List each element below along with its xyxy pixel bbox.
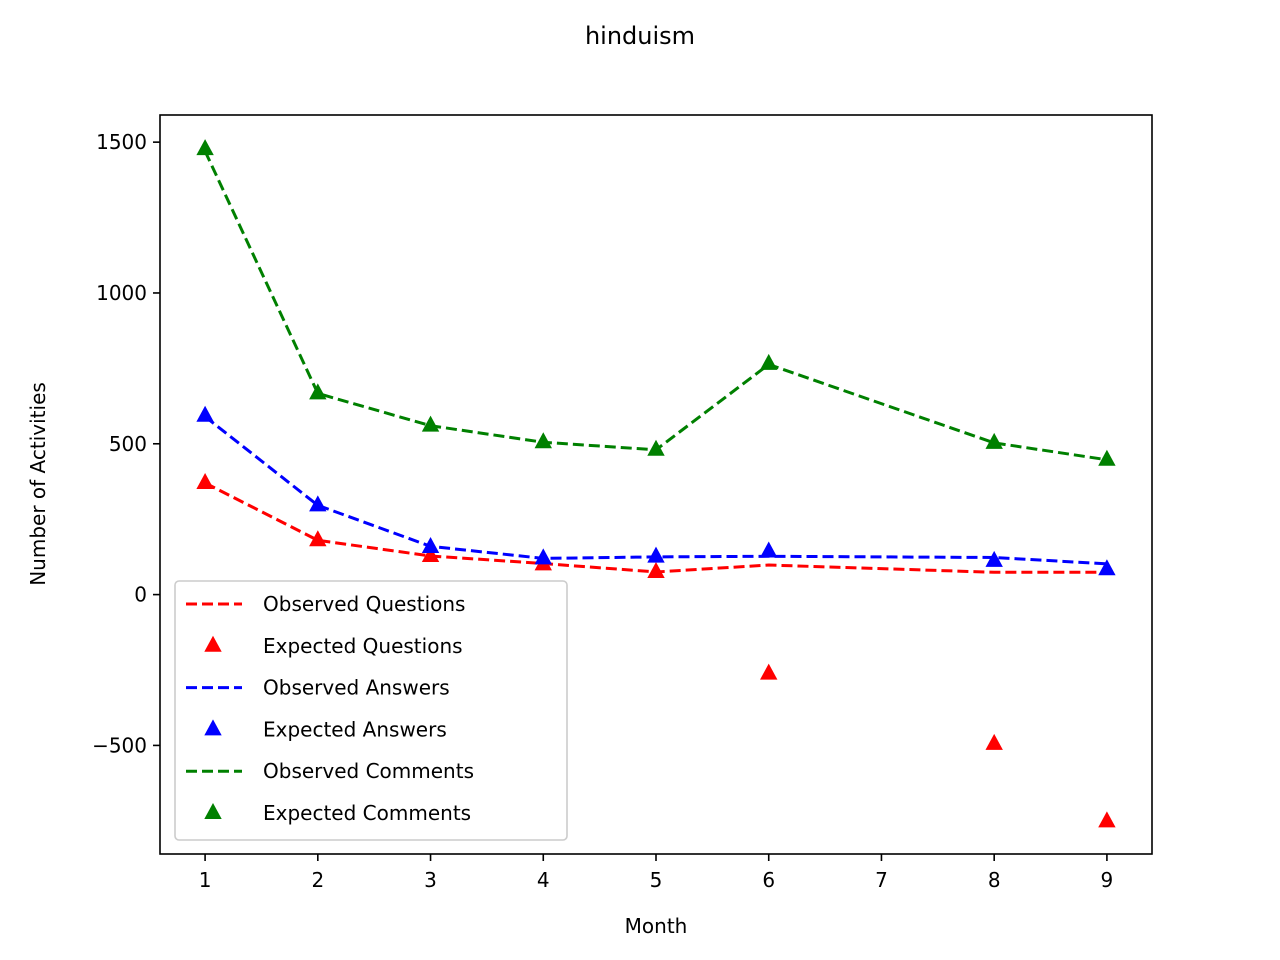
y-axis: −500 0 500 1000 1500 [92,130,160,757]
legend-label: Expected Comments [263,801,471,825]
legend-marker-swatch [204,719,222,736]
x-axis-label: Month [625,914,688,938]
data-point-expected-comments [309,383,327,400]
legend-marker-swatch [204,635,222,652]
series-line-observed-comments [203,150,1108,462]
legend-label: Observed Comments [263,759,474,783]
data-point-expected-comments [985,432,1003,449]
data-point-expected-comments [421,415,440,432]
y-tick-label: 0 [134,583,147,607]
x-tick-label: 4 [537,868,550,892]
y-axis-label: Number of Activities [26,382,50,586]
data-point-expected-answers [421,536,440,553]
data-point-expected-questions [985,733,1003,750]
data-point-expected-questions [647,561,665,578]
y-tick-label: −500 [92,733,147,757]
data-point-expected-comments [1098,449,1116,466]
y-tick-label: 1500 [96,130,147,154]
x-tick-label: 7 [875,868,888,892]
legend: Observed Questions Expected Questions Obse… [174,580,568,841]
legend-label: Observed Answers [263,676,450,700]
data-point-expected-questions [309,530,327,547]
data-point-expected-answers [647,546,665,563]
data-point-expected-answers [1098,559,1116,576]
y-tick-label: 1000 [96,281,147,305]
x-tick-label: 8 [988,868,1001,892]
x-tick-label: 9 [1101,868,1114,892]
data-point-expected-comments [196,139,214,156]
y-tick-label: 500 [109,432,147,456]
legend-marker-swatch [204,803,222,819]
data-point-expected-answers [985,550,1003,567]
series-line-observed-answers [204,415,1107,566]
legend-label: Observed Questions [263,592,465,616]
data-point-expected-comments [534,432,552,449]
data-point-expected-questions [196,472,214,489]
data-point-expected-questions [421,545,440,562]
x-tick-label: 5 [650,868,663,892]
data-point-expected-comments [647,439,665,456]
x-axis: 1 2 3 4 5 6 7 8 9 [199,854,1114,892]
x-tick-label: 6 [762,868,775,892]
series-line-observed-questions [204,481,1107,574]
legend-label: Expected Answers [263,717,447,741]
chart-title: hinduism [585,22,695,50]
plot-area [196,139,1116,828]
data-point-expected-comments [760,353,778,370]
data-point-expected-answers [760,541,778,558]
legend-label: Expected Questions [263,634,463,658]
x-tick-label: 3 [424,868,437,892]
x-tick-label: 1 [199,868,212,892]
data-point-expected-answers [309,495,327,512]
data-point-expected-answers [196,405,214,422]
data-point-expected-answers [534,548,552,565]
x-tick-label: 2 [311,868,324,892]
legend-box [174,580,568,841]
data-point-expected-questions [1098,811,1116,828]
data-point-expected-questions [760,663,778,680]
